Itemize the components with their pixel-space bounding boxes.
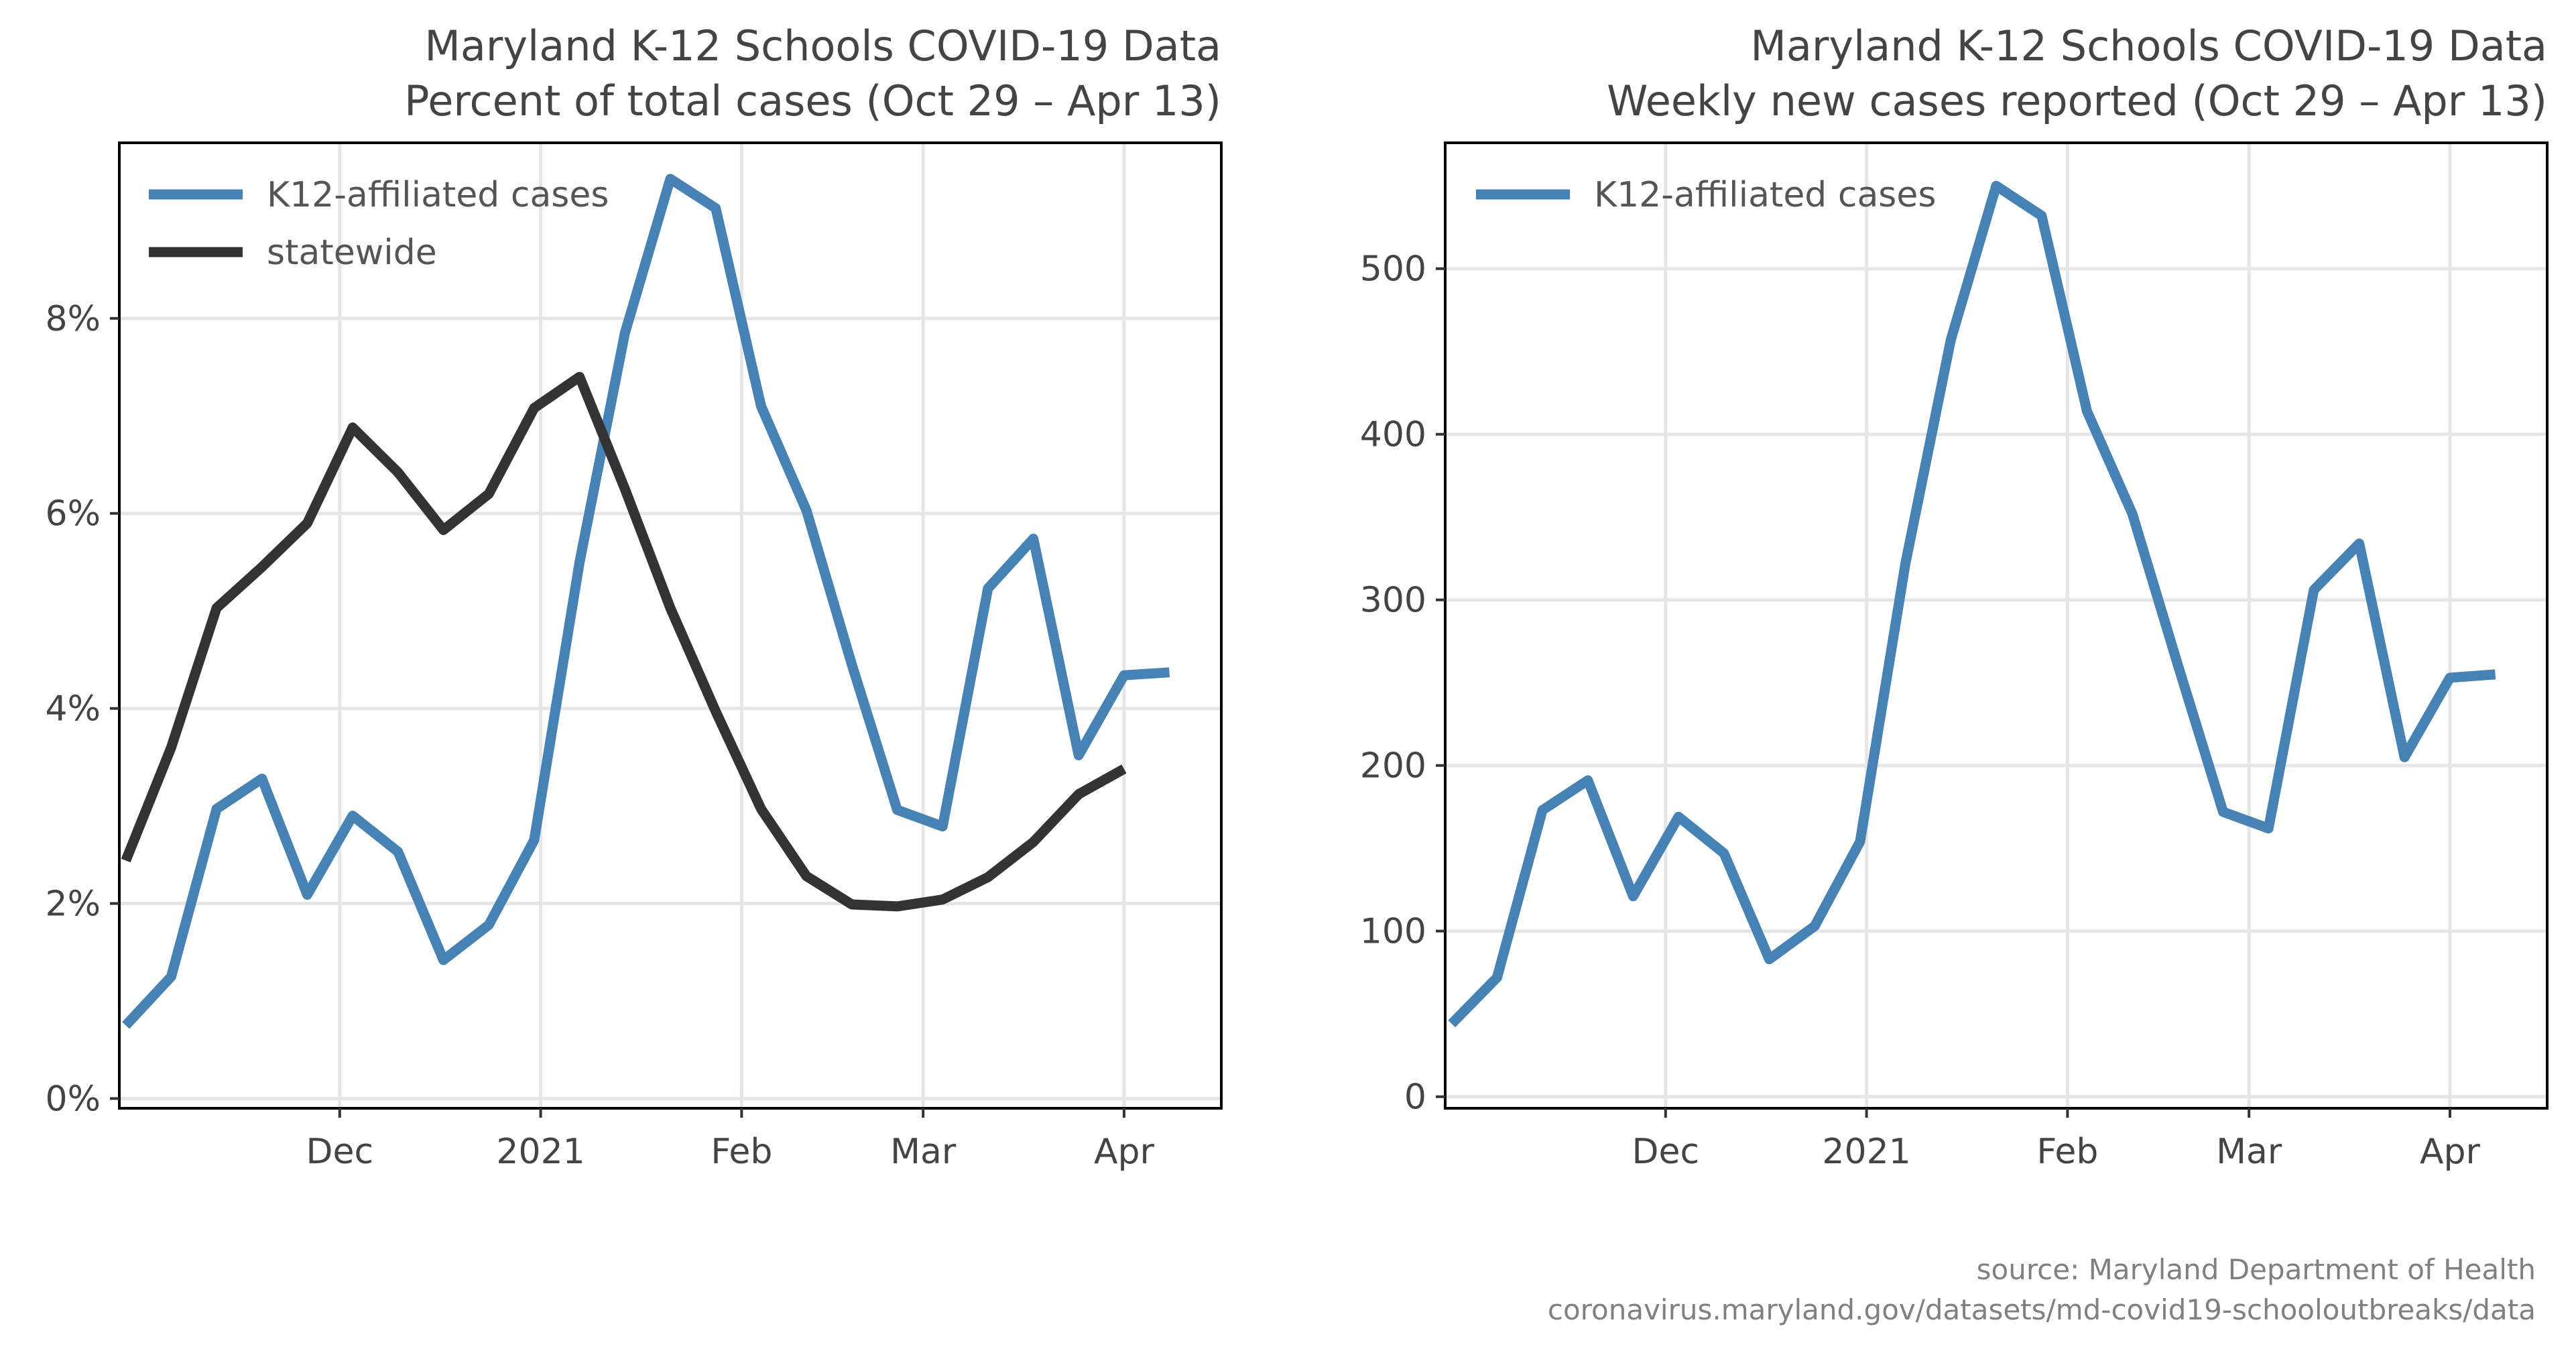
- chart-title: Maryland K-12 Schools COVID-19 Data: [424, 21, 1221, 70]
- chart-panel-percent: Maryland K-12 Schools COVID-19 Data Perc…: [46, 21, 1223, 1172]
- series-line-k12-affiliated-cases: [122, 174, 1170, 1029]
- x-tick-label: Feb: [711, 1132, 772, 1172]
- x-tick-label: Feb: [2036, 1132, 2098, 1172]
- grid: [1445, 143, 2547, 1108]
- chart-panel-weekly: Maryland K-12 Schools COVID-19 Data Week…: [1360, 21, 2549, 1172]
- plot-frame: [118, 141, 1223, 1110]
- y-tick-label: 400: [1360, 415, 1426, 455]
- y-tick-label: 300: [1360, 581, 1426, 621]
- legend-label-k12: K12-affiliated cases: [267, 175, 609, 215]
- y-tick-label: 500: [1360, 249, 1426, 290]
- y-tick-label: 200: [1360, 746, 1426, 786]
- source-line-2: coronavirus.maryland.gov/datasets/md-cov…: [1548, 1293, 2536, 1326]
- x-tick-label: 2021: [1822, 1132, 1910, 1172]
- x-tick-label: 2021: [496, 1132, 585, 1172]
- chart-title: Maryland K-12 Schools COVID-19 Data: [1750, 21, 2547, 70]
- y-tick-label: 2%: [46, 884, 101, 925]
- series-line-k12-affiliated-cases: [1448, 180, 2496, 1028]
- axis-ticks: Dec 2021 Feb Mar Apr 0 100 200 300 400 500: [1360, 249, 2481, 1172]
- chart-subtitle: Percent of total cases (Oct 29 – Apr 13): [404, 76, 1221, 125]
- y-tick-label: 100: [1360, 912, 1426, 952]
- x-tick-label: Mar: [2216, 1132, 2282, 1172]
- y-tick-label: 0: [1404, 1077, 1426, 1118]
- plot-frame: [1444, 141, 2549, 1110]
- series-lines: [1448, 180, 2496, 1028]
- series-line-statewide: [121, 371, 1127, 912]
- x-tick-label: Apr: [1094, 1132, 1155, 1172]
- legend: K12-affiliated cases: [1476, 175, 1936, 215]
- y-tick-label: 6%: [46, 494, 101, 534]
- y-tick-label: 8%: [46, 299, 101, 339]
- y-tick-label: 0%: [46, 1079, 101, 1119]
- axis-ticks: Dec 2021 Feb Mar Apr 0% 2% 4% 6% 8%: [46, 299, 1155, 1172]
- x-tick-label: Dec: [1632, 1132, 1699, 1172]
- y-tick-label: 4%: [46, 689, 101, 729]
- x-tick-label: Dec: [306, 1132, 373, 1172]
- x-tick-label: Mar: [890, 1132, 957, 1172]
- legend-label-statewide: statewide: [267, 233, 437, 273]
- x-tick-label: Apr: [2420, 1132, 2481, 1172]
- chart-subtitle: Weekly new cases reported (Oct 29 – Apr …: [1607, 76, 2547, 125]
- legend-label-k12: K12-affiliated cases: [1594, 175, 1936, 215]
- legend: K12-affiliated cases statewide: [149, 175, 609, 273]
- source-line-1: source: Maryland Department of Health: [1977, 1253, 2536, 1286]
- series-lines: [121, 174, 1170, 1029]
